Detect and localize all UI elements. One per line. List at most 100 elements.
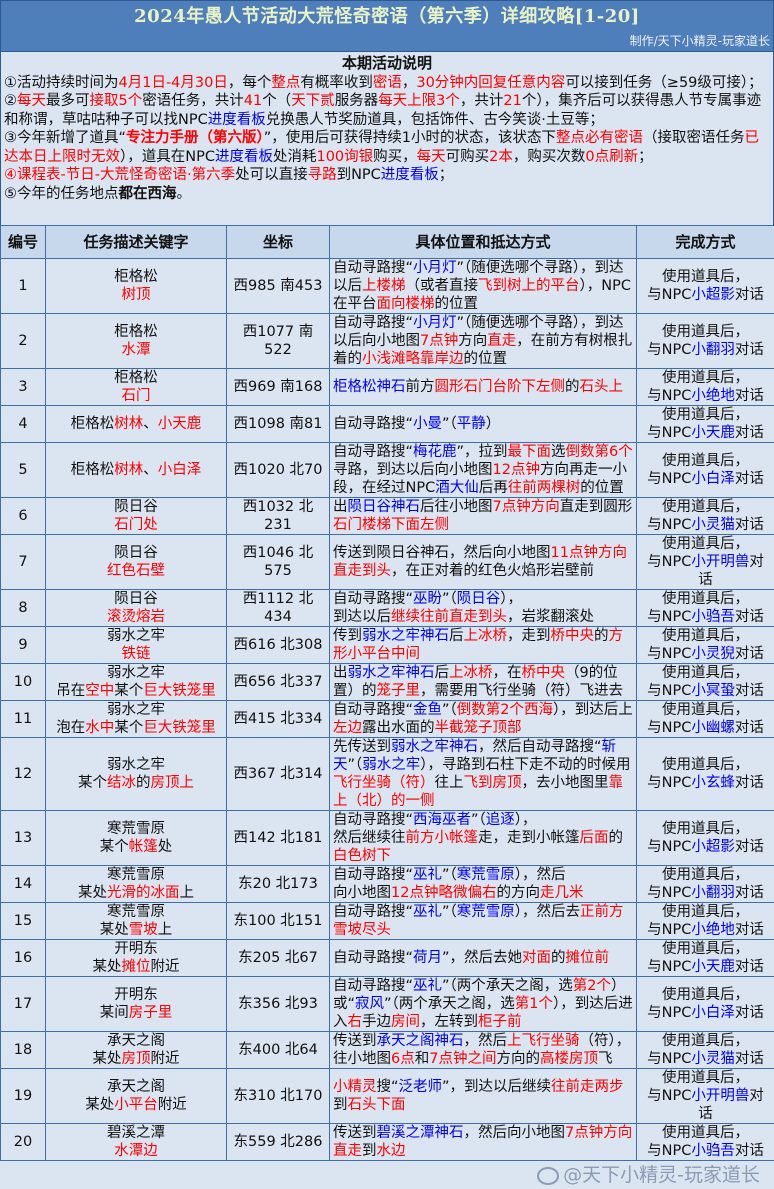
completion-suffix: 对话 xyxy=(735,471,764,487)
highlight-segment: 对面 xyxy=(522,950,551,966)
highlight-segment: 巫礼 xyxy=(413,978,442,994)
task-completion: 使用道具后，与NPC小超影对话 xyxy=(637,811,774,866)
highlight-segment: 整点 xyxy=(271,75,300,91)
keyword-line: 承天之阁 xyxy=(49,1078,223,1096)
highlight-segment: 进度看板 xyxy=(215,149,273,165)
completion-line: 使用道具后， xyxy=(640,756,771,774)
highlight-segment: 梅花鹿 xyxy=(413,444,457,460)
keyword-line: 柜格松 xyxy=(49,369,223,387)
highlight-segment: 第1个 xyxy=(515,996,553,1012)
highlight-segment: 水潭 xyxy=(122,342,151,358)
task-number: 14 xyxy=(1,866,46,903)
task-coordinates: 西1020 北70 xyxy=(227,443,330,498)
completion-suffix: 对话 xyxy=(735,683,764,699)
completion-line: 使用道具后， xyxy=(640,1124,771,1142)
completion-npc-line: 与NPC小绝地对话 xyxy=(640,387,771,405)
text-segment: 柜格松 xyxy=(114,324,158,340)
keyword-line: 泡在水中某个巨大铁笼里 xyxy=(49,719,223,737)
highlight-segment: 飞行坐骑（符） xyxy=(333,775,435,791)
completion-prefix: 与NPC xyxy=(647,1005,691,1021)
highlight-segment: 飞到房顶 xyxy=(464,775,522,791)
task-completion: 使用道具后，与NPC小开明兽对话 xyxy=(637,535,774,590)
task-keyword: 柜格松水潭 xyxy=(46,314,227,369)
keyword-line: 弱水之牢 xyxy=(49,756,223,774)
task-keyword: 柜格松树林、小天鹿 xyxy=(46,406,227,443)
completion-prefix: 与NPC xyxy=(647,388,691,404)
npc-name: 小翻羽 xyxy=(691,885,735,901)
task-location-description: 自动寻路搜“金鱼”（倒数第2个西海），到达后上左边露出水面的半截笼子顶部 xyxy=(330,701,637,738)
completion-line: 使用道具后， xyxy=(640,590,771,608)
text-segment: ”（ xyxy=(442,904,457,920)
text-segment: 开明东 xyxy=(114,987,158,1003)
highlight-segment: 桥中央 xyxy=(551,628,595,644)
highlight-segment: 飞到树上的平台 xyxy=(478,278,580,294)
completion-prefix: 与NPC xyxy=(647,683,691,699)
text-segment: 传送到陨日谷神石，然后向小地图 xyxy=(333,545,551,561)
task-number: 15 xyxy=(1,903,46,940)
text-segment: 弱水之牢 xyxy=(107,702,165,718)
task-keyword: 弱水之牢吊在空中某个巨大铁笼里 xyxy=(46,664,227,701)
task-location-description: 传送到陨日谷神石，然后向小地图11点钟方向直走到头，在正对着的红色火焰形岩壁前 xyxy=(330,535,637,590)
highlight-segment: 酒大仙 xyxy=(435,480,479,496)
completion-npc-line: 与NPC小驺吾对话 xyxy=(640,608,771,626)
task-number: 4 xyxy=(1,406,46,443)
text-segment: 某处 xyxy=(93,1051,122,1067)
completion-npc-line: 与NPC小玄蜂对话 xyxy=(640,774,771,792)
text-segment: 自动寻路搜“ xyxy=(333,591,413,607)
text-segment: 和 xyxy=(415,1051,430,1067)
completion-npc-line: 与NPC小冥蛩对话 xyxy=(640,682,771,700)
keyword-line: 碧溪之潭 xyxy=(49,1124,223,1142)
highlight-segment: 直走 xyxy=(487,333,516,349)
task-number: 9 xyxy=(1,627,46,664)
text-segment: 到NPC xyxy=(337,167,381,183)
completion-suffix: 对话 xyxy=(735,388,764,404)
text-segment: ”，使用后可获得持续1小时的状态，该状态下 xyxy=(264,130,556,146)
highlight-segment: 半截笼子顶部 xyxy=(435,720,522,736)
npc-name: 小幽螺 xyxy=(691,720,735,736)
text-segment: 开明东 xyxy=(114,941,158,957)
completion-prefix: 与NPC xyxy=(647,471,691,487)
text-segment: 陨日谷 xyxy=(114,545,158,561)
highlight-segment: 小平台 xyxy=(114,1097,158,1113)
highlight-segment: 摊位前 xyxy=(566,950,610,966)
task-location-description: 自动寻路搜“小曼”（平静） xyxy=(330,406,637,443)
completion-suffix: 对话 xyxy=(735,1005,764,1021)
text-segment: 的 xyxy=(609,830,624,846)
highlight-segment: 房顶上 xyxy=(151,775,195,791)
highlight-segment: 往前走两步 xyxy=(551,1079,624,1095)
text-segment: ”（ xyxy=(442,702,457,718)
text-segment: 的方向 xyxy=(496,885,540,901)
keyword-line: 柜格松 xyxy=(49,323,223,341)
text-segment: 可以接到任务（≥59级可接）； xyxy=(565,75,762,91)
task-completion: 使用道具后，与NPC小白泽对话 xyxy=(637,977,774,1032)
completion-suffix: 对话 xyxy=(735,922,764,938)
task-coordinates: 西1112 北434 xyxy=(227,590,330,627)
intro-item: ③今年新增了道具“专注力手册（第六版）”，使用后可获得持续1小时的状态，该状态下… xyxy=(4,129,770,166)
highlight-segment: 4月1日-4月30日 xyxy=(119,75,228,91)
completion-line: 使用道具后， xyxy=(640,369,771,387)
text-segment: 的位置 xyxy=(464,351,508,367)
text-segment: 的位置 xyxy=(580,480,624,496)
text-segment: ③今年新增了道具“ xyxy=(4,130,126,146)
text-segment: 的位置 xyxy=(435,296,479,312)
completion-line: 使用道具后， xyxy=(640,820,771,838)
task-location-description: 自动寻路搜“巫礼”（两个承天之阁，选第2个）或“寂风”（两个承天之阁，选第1个）… xyxy=(330,977,637,1032)
completion-suffix: 对话 xyxy=(735,646,764,662)
keyword-line: 寒荒雪原 xyxy=(49,903,223,921)
text-segment: 自动寻路搜“ xyxy=(333,867,413,883)
highlight-segment: 30分钟内回复任意内容 xyxy=(416,75,565,91)
highlight-segment: 巨大铁笼里 xyxy=(143,720,216,736)
highlight-segment: 进度看板 xyxy=(208,112,266,128)
completion-line: 使用道具后， xyxy=(640,268,771,286)
completion-prefix: 与NPC xyxy=(647,1143,691,1159)
text-segment: ①活动持续时间为 xyxy=(4,75,119,91)
task-keyword: 碧溪之潭水潭边 xyxy=(46,1124,227,1161)
npc-name: 小驺吾 xyxy=(691,609,735,625)
task-completion: 使用道具后，与NPC小开明兽对话 xyxy=(637,1069,774,1124)
text-segment: 走，走到小帐篷 xyxy=(478,830,580,846)
task-number: 17 xyxy=(1,977,46,1032)
highlight-segment: 滚烫熔岩 xyxy=(107,609,165,625)
text-segment: 陨日谷 xyxy=(114,591,158,607)
